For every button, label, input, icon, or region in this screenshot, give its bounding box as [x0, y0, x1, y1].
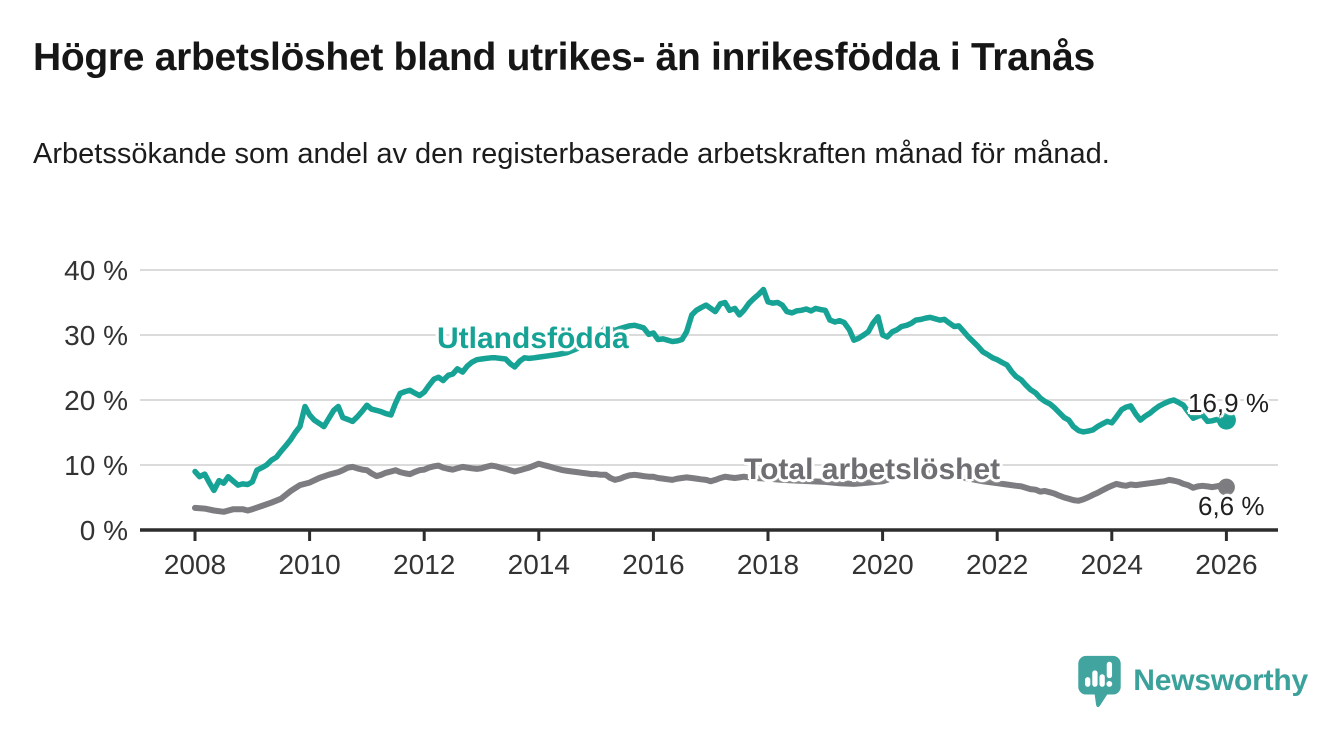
series-line-total: [192, 460, 1230, 515]
end-value-label-total: 6,6 %: [1198, 491, 1265, 521]
end-value-label-utlandsfodda: 16,9 %: [1188, 388, 1269, 418]
newsworthy-logo-icon: [1078, 655, 1121, 708]
x-axis-label-2008: 2008: [164, 549, 226, 580]
y-axis-label-30: 30 %: [64, 320, 128, 351]
y-axis-label-10: 10 %: [64, 450, 128, 481]
end-dot-total: [1217, 478, 1235, 496]
logo-exclamation-dot: [1106, 681, 1113, 687]
page-title: Högre arbetslöshet bland utrikes- än inr…: [33, 36, 1095, 79]
series-label-total-arbetsloshet: Total arbetslöshet: [744, 453, 1001, 486]
x-axis-label-2016: 2016: [622, 549, 684, 580]
logo-bar-1: [1085, 677, 1091, 687]
newsworthy-wordmark: Newsworthy: [1133, 664, 1308, 697]
series-line-utlandsfodda: [192, 286, 1230, 494]
x-axis-label-2012: 2012: [393, 549, 455, 580]
logo-bar-3: [1099, 674, 1106, 687]
y-axis-label-0: 0 %: [80, 515, 128, 546]
x-axis-label-2010: 2010: [278, 549, 340, 580]
y-axis-label-20: 20 %: [64, 385, 128, 416]
x-axis-label-2024: 2024: [1081, 549, 1143, 580]
x-axis-label-2022: 2022: [966, 549, 1028, 580]
series-label-utlandsfodda: Utlandsfödda: [437, 322, 629, 355]
x-axis-label-2018: 2018: [737, 549, 799, 580]
logo-bar-2: [1092, 670, 1098, 687]
page-subtitle: Arbetssökande som andel av den registerb…: [33, 138, 1110, 170]
x-axis-label-2020: 2020: [851, 549, 913, 580]
x-axis-label-2014: 2014: [508, 549, 570, 580]
x-axis-label-2026: 2026: [1195, 549, 1257, 580]
y-axis-label-40: 40 %: [64, 255, 128, 286]
end-dot-utlandsfodda: [1216, 410, 1236, 430]
newsworthy-logo: Newsworthy: [1076, 654, 1308, 708]
logo-exclamation-bar: [1107, 661, 1113, 679]
